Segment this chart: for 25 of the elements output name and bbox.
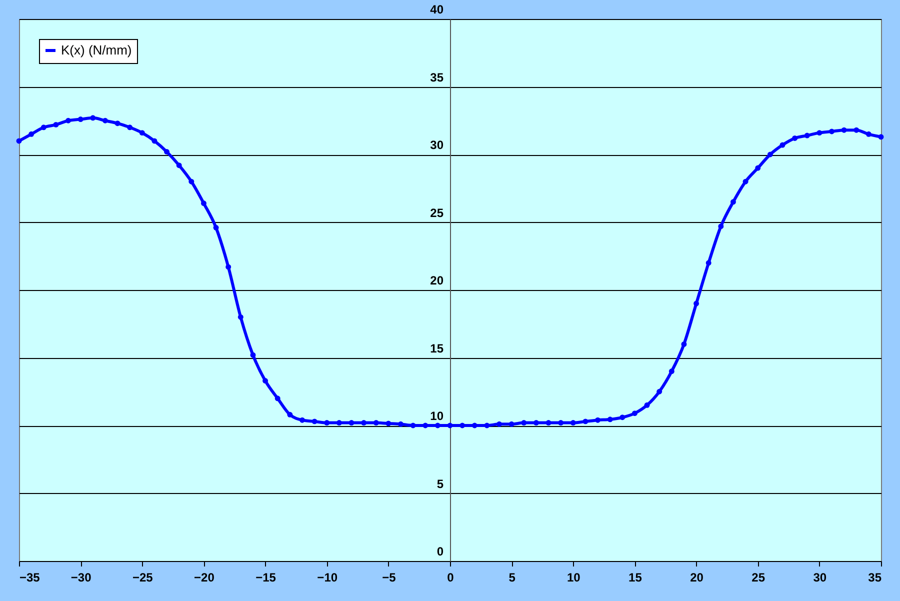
x-tick-label: 20: [690, 570, 704, 584]
x-tick-label: −35: [20, 570, 40, 584]
y-tick-label: 10: [430, 409, 444, 423]
y-tick-label: 20: [430, 274, 444, 288]
x-tick-label: −20: [194, 570, 215, 584]
y-tick-label: 15: [430, 341, 444, 356]
x-tick-label: −15: [256, 570, 276, 584]
x-tick-label: −10: [317, 570, 338, 584]
x-tick-label: −30: [70, 570, 92, 584]
x-tick-label: 35: [868, 570, 882, 584]
x-tick-label: 30: [813, 570, 827, 584]
x-tick-label: 15: [628, 570, 642, 584]
y-tick-label: 30: [430, 138, 444, 152]
y-tick-label: 25: [430, 206, 444, 220]
x-tick-label: 25: [752, 570, 766, 584]
x-tick-label: −25: [132, 570, 154, 584]
y-tick-label: 40: [430, 2, 444, 16]
y-tick-label: 0: [436, 544, 444, 558]
x-tick-label: 5: [508, 570, 516, 584]
x-tick-label: 10: [566, 570, 581, 584]
y-tick-label: 35: [430, 70, 444, 84]
x-tick-label: −5: [382, 570, 396, 584]
x-tick-label: 0: [447, 570, 454, 584]
y-tick-label: 5: [436, 476, 444, 491]
legend-label: K(x) (N/mm): [61, 42, 132, 58]
